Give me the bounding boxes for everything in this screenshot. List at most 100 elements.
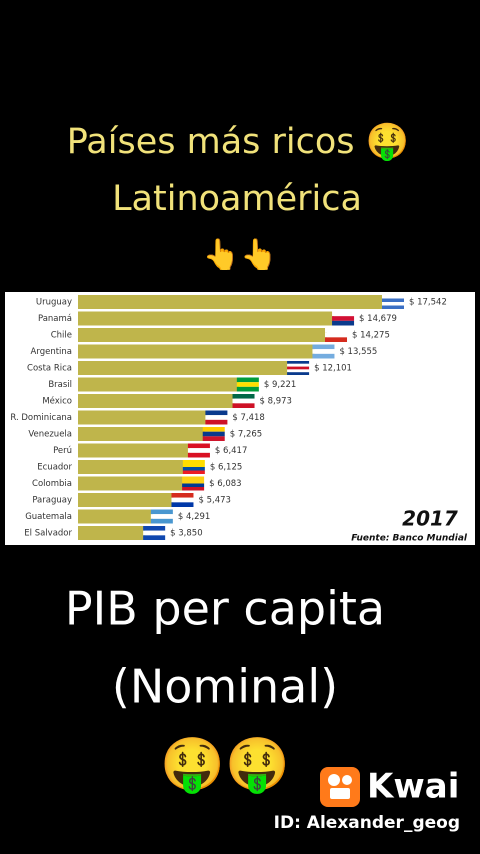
flag xyxy=(382,298,404,302)
flag xyxy=(236,377,259,383)
category-label: Brasil xyxy=(48,380,72,390)
emoji: 🤑🤑 xyxy=(160,735,290,795)
flag xyxy=(171,502,194,507)
flag xyxy=(182,487,205,491)
chart-year: 2017 xyxy=(402,507,458,531)
flag xyxy=(182,476,205,480)
category-label: R. Dominicana xyxy=(10,413,72,423)
category-label: Paraguay xyxy=(32,496,72,506)
flag xyxy=(150,518,173,524)
value-label: $ 12,101 xyxy=(314,364,352,374)
bar xyxy=(78,311,335,326)
flag xyxy=(287,372,310,375)
category-label: Panamá xyxy=(38,314,72,324)
flag xyxy=(143,530,166,536)
flag xyxy=(182,463,205,467)
flag xyxy=(202,436,225,441)
value-label: $ 4,291 xyxy=(178,512,210,522)
flag xyxy=(202,427,225,432)
category-label: Costa Rica xyxy=(27,364,72,374)
caption: PIB per capita xyxy=(65,582,385,636)
flag xyxy=(205,410,228,416)
category-label: El Salvador xyxy=(24,529,72,539)
kwai-logo-part xyxy=(328,774,340,786)
flag xyxy=(312,344,335,350)
bar xyxy=(78,427,205,441)
flag xyxy=(205,415,228,420)
flag xyxy=(325,328,348,333)
kwai-logo xyxy=(320,767,360,807)
flag xyxy=(236,382,259,387)
flag xyxy=(232,403,255,408)
flag xyxy=(205,419,228,425)
category-label: Perú xyxy=(53,446,72,456)
bar xyxy=(78,344,315,359)
value-label: $ 6,083 xyxy=(209,479,241,489)
flag xyxy=(187,443,210,449)
flag xyxy=(171,493,194,498)
flag xyxy=(382,302,404,306)
bar xyxy=(78,295,384,309)
value-label: $ 17,542 xyxy=(409,298,447,308)
flag xyxy=(287,366,310,370)
value-label: $ 3,850 xyxy=(170,529,202,539)
value-label: $ 8,973 xyxy=(260,397,292,407)
title: Latinoamérica xyxy=(112,179,362,219)
bar xyxy=(78,361,290,375)
category-label: Guatemala xyxy=(25,512,72,522)
flag xyxy=(312,349,335,354)
category-label: Ecuador xyxy=(37,463,72,473)
flag xyxy=(187,452,210,458)
flag xyxy=(236,386,259,392)
flag xyxy=(382,295,404,299)
flag xyxy=(143,535,166,540)
value-label: $ 7,265 xyxy=(230,430,262,440)
flag xyxy=(332,320,355,326)
kwai-logo-part xyxy=(330,788,350,799)
flag xyxy=(332,316,355,321)
flag xyxy=(382,305,404,309)
bar xyxy=(78,476,185,491)
flag xyxy=(182,480,205,484)
category-label: México xyxy=(42,396,72,407)
user-id: ID: Alexander_geog xyxy=(274,813,460,833)
flag xyxy=(143,526,166,531)
value-label: $ 14,275 xyxy=(352,331,390,341)
chart-source: Fuente: Banco Mundial xyxy=(351,534,468,544)
title: Países más ricos 🤑 xyxy=(67,122,409,162)
bar xyxy=(78,460,185,474)
flag xyxy=(182,460,205,464)
flag xyxy=(325,337,348,342)
bar xyxy=(78,509,153,524)
value-label: $ 7,418 xyxy=(232,413,264,423)
flag xyxy=(287,369,310,373)
category-label: Uruguay xyxy=(36,298,72,308)
bar xyxy=(78,526,146,540)
bar xyxy=(78,328,328,342)
value-label: $ 5,473 xyxy=(198,496,230,506)
flag xyxy=(171,497,194,503)
category-label: Chile xyxy=(51,331,72,341)
bar xyxy=(78,493,174,507)
value-label: $ 9,221 xyxy=(264,380,296,390)
flag xyxy=(287,363,310,367)
flag xyxy=(232,398,255,404)
value-label: $ 14,679 xyxy=(359,314,397,324)
bar xyxy=(78,410,208,425)
category-label: Colombia xyxy=(32,479,72,489)
flag xyxy=(312,353,335,359)
bar xyxy=(78,443,190,458)
category-label: Venezuela xyxy=(28,430,72,440)
flag xyxy=(182,483,205,487)
flag xyxy=(150,514,173,519)
flag xyxy=(232,394,255,399)
flag xyxy=(187,448,210,453)
caption: (Nominal) xyxy=(112,660,338,714)
bar xyxy=(78,377,239,392)
flag xyxy=(332,311,355,317)
flag xyxy=(287,361,310,364)
value-label: $ 13,555 xyxy=(339,347,377,357)
flag xyxy=(325,332,348,338)
